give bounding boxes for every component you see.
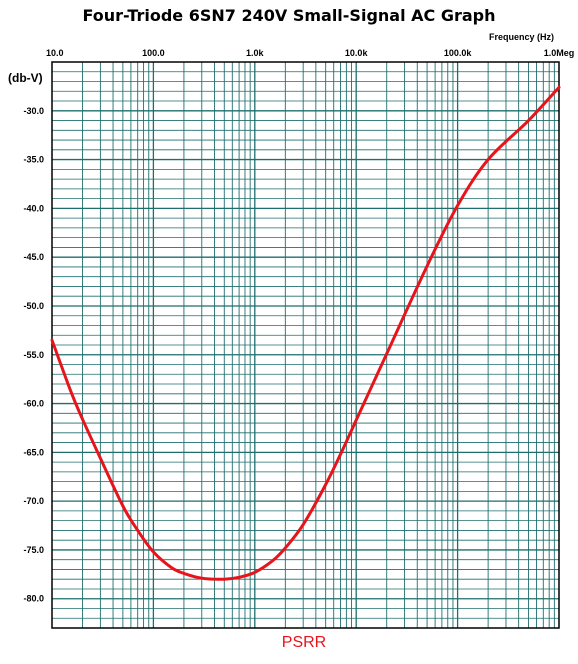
- series-layer: [50, 85, 561, 581]
- x-axis-label: Frequency (Hz): [489, 32, 554, 42]
- x-tick-label: 100.0: [142, 48, 165, 58]
- x-tick-label: 100.0k: [444, 48, 473, 58]
- y-tick-label: -80.0: [23, 594, 44, 604]
- x-tick-label: 10.0: [46, 48, 64, 58]
- y-tick-label: -50.0: [23, 301, 44, 311]
- chart-title: Four-Triode 6SN7 240V Small-Signal AC Gr…: [82, 6, 495, 25]
- y-tick-label: -65.0: [23, 447, 44, 457]
- x-tick-label: 1.0Meg: [544, 48, 575, 58]
- y-axis-label: (db-V): [8, 71, 43, 85]
- y-tick-label: -60.0: [23, 399, 44, 409]
- legend-psrr: PSRR: [282, 634, 326, 651]
- x-tick-labels: 10.0 100.0 1.0k 10.0k 100.0k 1.0Meg: [46, 48, 574, 58]
- y-tick-label: -55.0: [23, 350, 44, 360]
- x-tick-label: 1.0k: [246, 48, 265, 58]
- y-tick-label: -35.0: [23, 155, 44, 165]
- plot-frame: [51, 61, 560, 629]
- y-tick-label: -40.0: [23, 203, 44, 213]
- series-line-psrr: [50, 85, 561, 581]
- x-tick-label: 10.0k: [345, 48, 369, 58]
- y-tick-label: -45.0: [23, 252, 44, 262]
- y-tick-labels: -30.0 -35.0 -40.0 -45.0 -50.0 -55.0 -60.0 -65.0…: [23, 106, 44, 604]
- y-tick-label: -70.0: [23, 496, 44, 506]
- grid: [52, 62, 559, 628]
- y-tick-label: -30.0: [23, 106, 44, 116]
- y-tick-label: -75.0: [23, 545, 44, 555]
